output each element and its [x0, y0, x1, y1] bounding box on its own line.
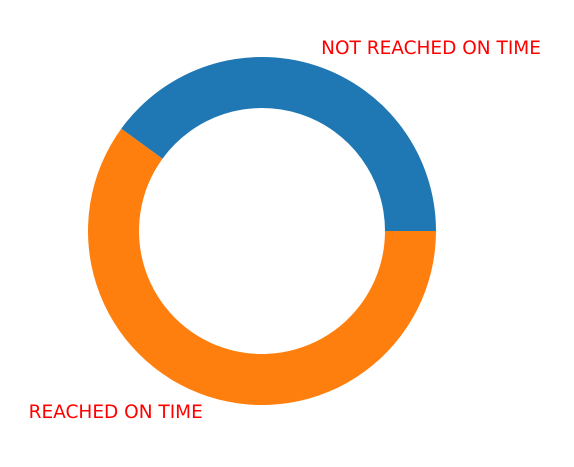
slices-group	[87, 57, 436, 406]
slice-label-not-reached-on-time: NOT REACHED ON TIME	[321, 38, 541, 59]
slice-reached-on-time	[87, 128, 436, 406]
labels-group: NOT REACHED ON TIME REACHED ON TIME	[29, 38, 541, 423]
slice-label-reached-on-time: REACHED ON TIME	[29, 402, 203, 423]
slice-not-reached-on-time	[121, 57, 436, 232]
